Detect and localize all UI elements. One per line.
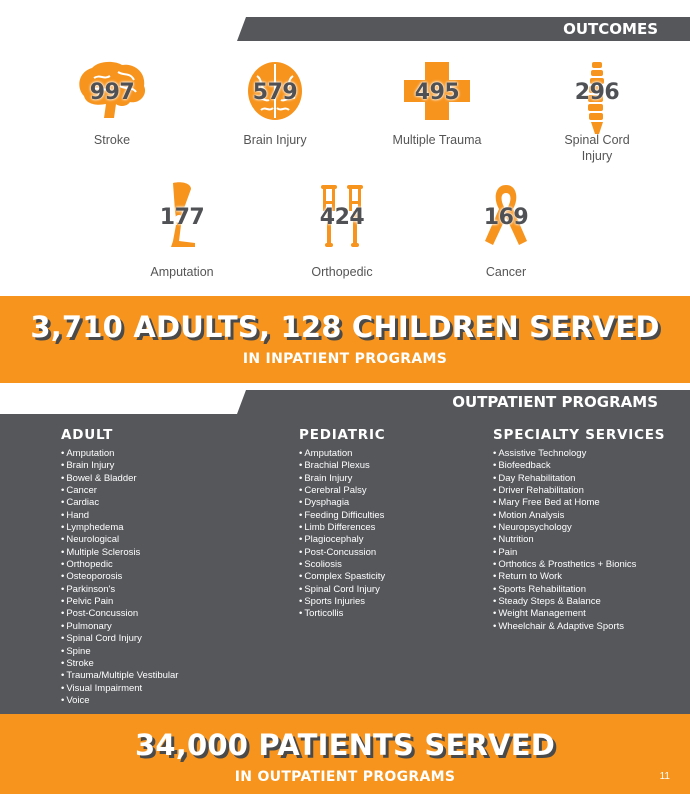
outcomes-title: OUTCOMES — [563, 20, 658, 38]
list-item: Steady Steps & Balance — [493, 596, 665, 608]
list-item: Mary Free Bed at Home — [493, 497, 665, 509]
list-item: Sports Injuries — [299, 596, 385, 608]
outcome-spinal-cord-injury: 296 Spinal Cord Injury — [522, 60, 672, 170]
list-item: Post-Concussion — [61, 608, 178, 620]
outcome-cancer: 169 Cancer — [431, 181, 581, 281]
outcome-label: Orthopedic — [311, 265, 373, 279]
outcome-label: Spinal Cord Injury — [564, 133, 630, 163]
list-item: Voice — [61, 695, 178, 707]
list-item: Cerebral Palsy — [299, 485, 385, 497]
crutches-icon — [321, 185, 363, 247]
list-item: Nutrition — [493, 534, 665, 546]
outcome-amputation: 177 Amputation — [107, 181, 257, 281]
inpatient-headline: 3,710 ADULTS, 128 CHILDREN SERVED — [30, 310, 660, 344]
outpatient-subtitle: IN OUTPATIENT PROGRAMS — [234, 769, 456, 785]
list-item: Biofeedback — [493, 460, 665, 472]
list-item: Visual Impairment — [61, 683, 178, 695]
list-item: Brain Injury — [299, 473, 385, 485]
adult-list: Amputation Brain Injury Bowel & Bladder … — [61, 448, 178, 707]
list-item: Hand — [61, 510, 178, 522]
outcome-number: 997 — [89, 80, 135, 105]
list-item: Feeding Difficulties — [299, 510, 385, 522]
list-item: Limb Differences — [299, 522, 385, 534]
outcome-brain-injury: 579 Brain Injury — [200, 60, 350, 160]
list-item: Spine — [61, 646, 178, 658]
medical-cross-icon — [404, 62, 470, 120]
outcome-number: 169 — [483, 205, 529, 230]
list-item: Weight Management — [493, 608, 665, 620]
outcome-multiple-trauma: 495 Multiple Trauma — [362, 60, 512, 160]
list-item: Complex Spasticity — [299, 571, 385, 583]
brain-top-icon — [248, 62, 302, 120]
list-item: Multiple Sclerosis — [61, 547, 178, 559]
adult-column: ADULT Amputation Brain Injury Bowel & Bl… — [61, 427, 178, 707]
outcome-number: 424 — [319, 205, 365, 230]
outpatient-band: 34,000 PATIENTS SERVED IN OUTPATIENT PRO… — [0, 714, 690, 794]
outcome-label: Multiple Trauma — [392, 133, 482, 147]
list-item: Neuropsychology — [493, 522, 665, 534]
adult-heading: ADULT — [61, 427, 114, 443]
outcome-number: 296 — [574, 80, 620, 105]
outcome-number: 579 — [252, 80, 298, 105]
outpatient-title: OUTPATIENT PROGRAMS — [452, 393, 658, 411]
specialty-heading: SPECIALTY SERVICES — [493, 427, 666, 443]
list-item: Neurological — [61, 534, 178, 546]
outcome-number: 495 — [414, 80, 460, 105]
specialty-list: Assistive Technology Biofeedback Day Reh… — [493, 448, 665, 633]
inpatient-band: 3,710 ADULTS, 128 CHILDREN SERVED IN INP… — [0, 296, 690, 383]
list-item: Scoliosis — [299, 559, 385, 571]
outcome-label: Cancer — [485, 265, 527, 279]
outcome-number: 177 — [159, 205, 205, 230]
list-item: Pain — [493, 547, 665, 559]
list-item: Driver Rehabilitation — [493, 485, 665, 497]
list-item: Sports Rehabilitation — [493, 584, 665, 596]
inpatient-subtitle: IN INPATIENT PROGRAMS — [242, 351, 448, 367]
list-item: Cardiac — [61, 497, 178, 509]
list-item: Trauma/Multiple Vestibular — [61, 670, 178, 682]
outcome-orthopedic: 424 Orthopedic — [267, 181, 417, 281]
list-item: Post-Concussion — [299, 547, 385, 559]
list-item: Assistive Technology — [493, 448, 665, 460]
pediatric-heading: PEDIATRIC — [299, 427, 386, 443]
list-item: Dysphagia — [299, 497, 385, 509]
spine-icon — [588, 62, 604, 134]
list-item: Osteoporosis — [61, 571, 178, 583]
list-item: Pulmonary — [61, 621, 178, 633]
outpatient-banner: OUTPATIENT PROGRAMS — [237, 390, 690, 414]
list-item: Torticollis — [299, 608, 385, 620]
list-item: Amputation — [61, 448, 178, 460]
cancer-ribbon-icon — [485, 185, 527, 245]
list-item: Brachial Plexus — [299, 460, 385, 472]
list-item: Orthopedic — [61, 559, 178, 571]
page-number: 11 — [659, 771, 670, 782]
list-item: Amputation — [299, 448, 385, 460]
list-item: Return to Work — [493, 571, 665, 583]
outpatient-headline: 34,000 PATIENTS SERVED — [135, 728, 555, 762]
list-item: Spinal Cord Injury — [61, 633, 178, 645]
brain-side-icon — [79, 61, 146, 118]
outcome-label: Brain Injury — [243, 133, 307, 147]
list-item: Parkinson's — [61, 584, 178, 596]
list-item: Motion Analysis — [493, 510, 665, 522]
list-item: Stroke — [61, 658, 178, 670]
outcome-stroke: 997 Stroke — [37, 60, 187, 160]
outcome-label: Stroke — [93, 133, 131, 147]
prosthetic-leg-icon — [171, 182, 195, 247]
list-item: Spinal Cord Injury — [299, 584, 385, 596]
list-item: Brain Injury — [61, 460, 178, 472]
outcome-label: Amputation — [150, 265, 214, 279]
outcomes-banner: OUTCOMES — [237, 17, 690, 41]
list-item: Day Rehabilitation — [493, 473, 665, 485]
list-item: Pelvic Pain — [61, 596, 178, 608]
list-item: Orthotics & Prosthetics + Bionics — [493, 559, 665, 571]
pediatric-column: PEDIATRIC Amputation Brachial Plexus Bra… — [299, 427, 385, 621]
list-item: Lymphedema — [61, 522, 178, 534]
list-item: Cancer — [61, 485, 178, 497]
list-item: Plagiocephaly — [299, 534, 385, 546]
pediatric-list: Amputation Brachial Plexus Brain Injury … — [299, 448, 385, 621]
list-item: Bowel & Bladder — [61, 473, 178, 485]
list-item: Wheelchair & Adaptive Sports — [493, 621, 665, 633]
specialty-column: SPECIALTY SERVICES Assistive Technology … — [493, 427, 665, 633]
